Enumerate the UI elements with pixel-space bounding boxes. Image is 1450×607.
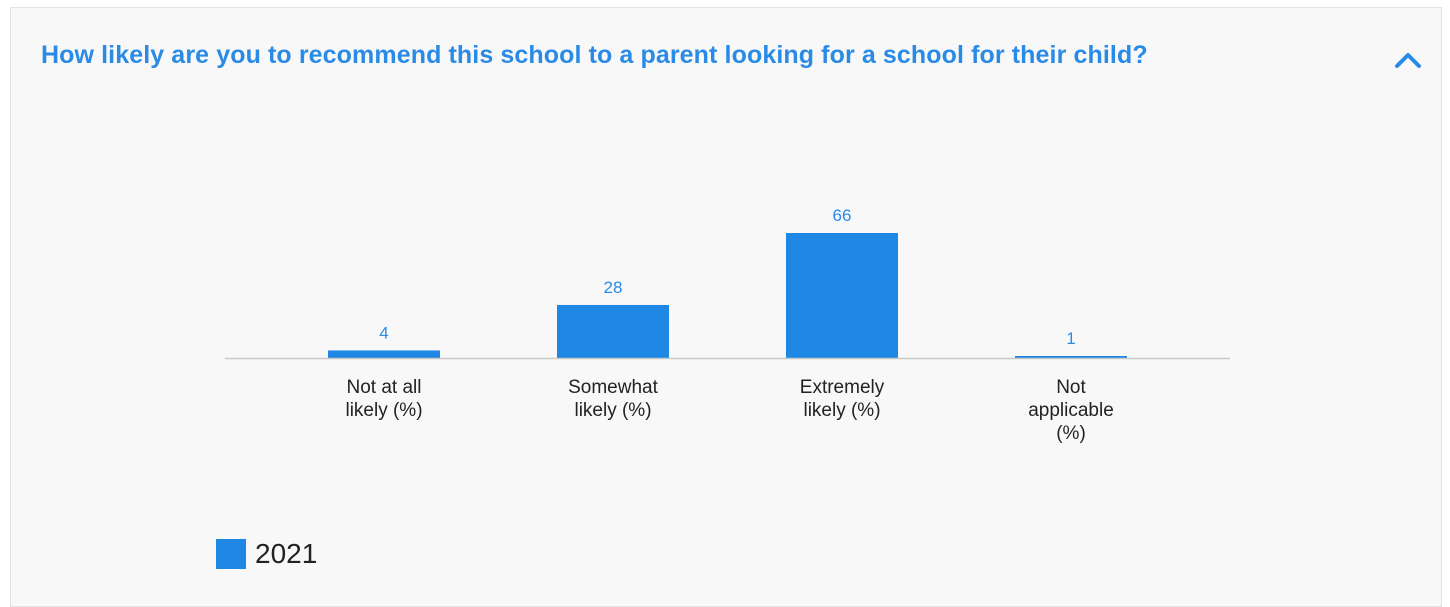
legend-label-2021: 2021	[255, 538, 318, 569]
category-label-2: Extremely likely (%)	[800, 377, 885, 421]
bar-2	[786, 233, 898, 358]
chart-legend: 2021	[216, 538, 317, 570]
question-card: How likely are you to recommend this sch…	[10, 7, 1442, 607]
category-label-3: Not applicable (%)	[1028, 377, 1114, 444]
category-label-0: Not at all likely (%)	[345, 377, 422, 421]
data-label-3: 1	[1066, 329, 1075, 348]
data-label-1: 28	[604, 278, 623, 297]
bar-3	[1015, 356, 1127, 358]
bar-0	[328, 350, 440, 358]
question-title: How likely are you to recommend this sch…	[41, 41, 1148, 69]
collapse-button[interactable]	[1391, 46, 1425, 74]
category-label-1: Somewhat likely (%)	[568, 377, 658, 421]
legend-swatch-2021	[216, 539, 246, 569]
data-label-0: 4	[379, 323, 388, 342]
data-label-2: 66	[833, 206, 852, 225]
bar-1	[557, 304, 669, 358]
chevron-up-icon	[1395, 53, 1421, 68]
